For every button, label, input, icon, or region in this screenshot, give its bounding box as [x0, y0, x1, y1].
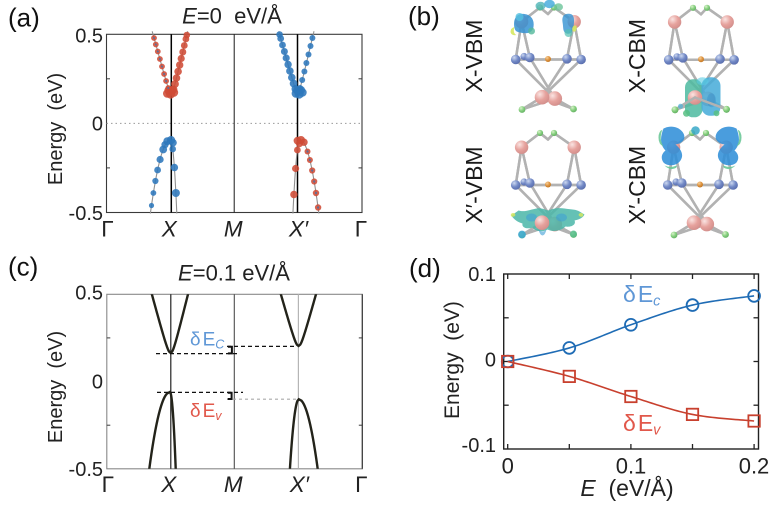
svg-text:X′: X′	[289, 472, 310, 497]
svg-text:E=0 eV/Å: E=0 eV/Å	[182, 4, 282, 29]
svg-text:X-VBM: X-VBM	[461, 20, 487, 93]
svg-text:0.1: 0.1	[616, 454, 647, 479]
svg-text:0.5: 0.5	[75, 283, 103, 305]
svg-text:δEv: δEv	[623, 410, 661, 439]
svg-text:Γ: Γ	[355, 472, 367, 497]
svg-text:0.2: 0.2	[739, 454, 770, 479]
svg-text:Γ: Γ	[101, 217, 113, 242]
svg-text:0: 0	[485, 350, 496, 372]
svg-text:X: X	[161, 217, 178, 242]
svg-text:0: 0	[92, 372, 103, 394]
svg-text:0: 0	[92, 114, 103, 136]
svg-text:Energy (eV): Energy (eV)	[441, 301, 464, 419]
svg-text:Γ: Γ	[355, 217, 367, 242]
svg-text:X′-CBM: X′-CBM	[624, 146, 650, 224]
svg-text:M: M	[224, 217, 243, 242]
svg-text:0.1: 0.1	[468, 264, 496, 286]
svg-text:Energy (eV): Energy (eV)	[45, 73, 67, 185]
svg-text:X: X	[160, 472, 177, 497]
svg-text:0.5: 0.5	[75, 26, 103, 48]
svg-text:X-CBM: X-CBM	[624, 19, 650, 93]
svg-text:(b): (b)	[408, 1, 440, 31]
svg-text:M: M	[224, 472, 243, 497]
svg-text:Energy (eV): Energy (eV)	[45, 331, 67, 443]
svg-text:(c): (c)	[8, 252, 38, 282]
svg-text:Γ: Γ	[102, 472, 114, 497]
svg-text:-0.5: -0.5	[69, 203, 103, 225]
svg-text:-0.5: -0.5	[69, 459, 103, 481]
svg-text:-0.1: -0.1	[462, 435, 496, 457]
svg-text:E=0.1 eV/Å: E=0.1 eV/Å	[178, 261, 290, 286]
svg-text:δEv: δEv	[190, 401, 222, 423]
svg-text:E (eV/Å): E (eV/Å)	[580, 474, 673, 501]
svg-text:X′-VBM: X′-VBM	[461, 146, 487, 223]
svg-text:0: 0	[502, 454, 514, 479]
svg-text:(a): (a)	[8, 3, 40, 33]
svg-text:X′: X′	[288, 217, 309, 242]
svg-text:(d): (d)	[409, 253, 441, 283]
